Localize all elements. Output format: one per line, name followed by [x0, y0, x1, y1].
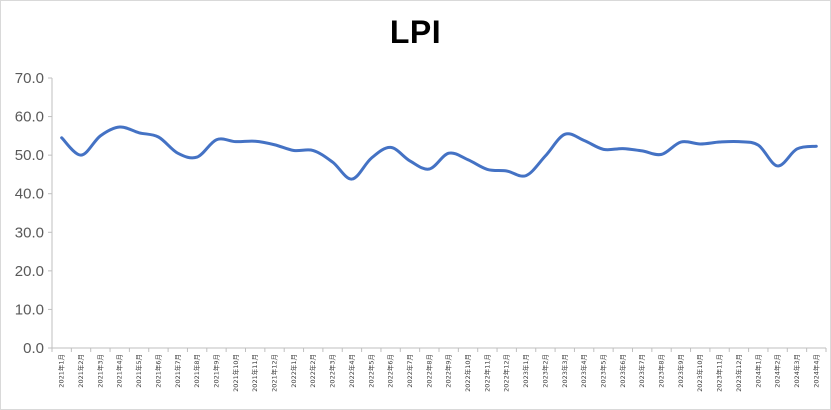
x-tick-label: 2021年3月 — [95, 354, 104, 388]
data-point — [370, 157, 373, 160]
x-tick-label: 2023年1月 — [521, 354, 530, 388]
x-tick-label: 2023年4月 — [579, 354, 588, 388]
x-tick-label: 2021年2月 — [76, 354, 85, 388]
data-point — [273, 143, 276, 146]
x-tick-label: 2023年2月 — [540, 354, 549, 388]
data-point — [447, 152, 450, 155]
data-point — [544, 154, 547, 157]
x-tick-label: 2023年6月 — [618, 354, 627, 388]
data-point — [234, 140, 237, 143]
data-point — [196, 156, 199, 159]
x-tick-label: 2022年10月 — [463, 354, 472, 392]
data-point — [776, 164, 779, 167]
data-point — [350, 178, 353, 181]
chart-title: LPI — [389, 14, 442, 50]
x-tick-label: 2023年7月 — [637, 354, 646, 388]
x-tick-label: 2022年9月 — [444, 354, 453, 388]
x-tick-label: 2023年10月 — [695, 354, 704, 392]
series-group — [60, 125, 818, 181]
x-tick-label: 2024年4月 — [811, 354, 820, 388]
x-tick-label: 2022年8月 — [424, 354, 433, 388]
x-tick-label: 2021年6月 — [153, 354, 162, 388]
x-tick-label: 2023年5月 — [598, 354, 607, 388]
data-point — [795, 147, 798, 150]
x-tick-label: 2022年11月 — [482, 354, 491, 392]
data-point — [621, 147, 624, 150]
x-tick-label: 2022年5月 — [366, 354, 375, 388]
data-point — [312, 149, 315, 152]
data-point — [718, 141, 721, 144]
data-point — [80, 154, 83, 157]
x-tick-label: 2023年8月 — [657, 354, 666, 388]
data-point — [176, 152, 179, 155]
y-tick-label: 30.0 — [15, 224, 44, 241]
data-point — [389, 146, 392, 149]
x-tick-label: 2023年9月 — [676, 354, 685, 388]
data-point — [602, 148, 605, 151]
data-point — [525, 174, 528, 177]
data-point — [679, 141, 682, 144]
x-tick-label: 2023年11月 — [715, 354, 724, 392]
data-point — [641, 149, 644, 152]
y-tick-label: 20.0 — [15, 263, 44, 280]
data-point — [254, 140, 257, 143]
y-tick-label: 70.0 — [15, 70, 44, 87]
x-tick-label: 2024年2月 — [773, 354, 782, 388]
x-tick-label: 2022年2月 — [308, 354, 317, 388]
data-point — [292, 149, 295, 152]
x-tick-label: 2024年1月 — [753, 354, 762, 388]
x-tick-label: 2021年8月 — [192, 354, 201, 388]
data-point — [757, 144, 760, 147]
x-tick-label: 2022年4月 — [347, 354, 356, 388]
x-tick-label: 2022年3月 — [328, 354, 337, 388]
data-point — [486, 168, 489, 171]
data-point — [60, 136, 63, 139]
x-tick-label: 2024年3月 — [792, 354, 801, 388]
x-tick-label: 2021年1月 — [57, 354, 66, 388]
data-point — [99, 134, 102, 137]
x-tick-label: 2021年9月 — [211, 354, 220, 388]
data-point — [583, 139, 586, 142]
series-line — [60, 125, 818, 181]
y-tick-label: 50.0 — [15, 147, 44, 164]
x-tick-label: 2022年12月 — [502, 354, 511, 392]
data-point — [660, 153, 663, 156]
data-point — [428, 168, 431, 171]
data-point — [699, 142, 702, 145]
data-point — [815, 145, 818, 148]
x-tick-label: 2023年3月 — [560, 354, 569, 388]
y-tick-label: 0.0 — [23, 340, 44, 357]
x-tick-label: 2021年10月 — [231, 354, 240, 392]
data-point — [118, 125, 121, 128]
data-point — [331, 161, 334, 164]
x-tick-label: 2022年6月 — [386, 354, 395, 388]
data-point — [505, 169, 508, 172]
x-axis: 2021年1月 2021年2月 2021年3月 2021年4月 2021年5月 2021年… — [51, 347, 827, 392]
x-tick-label: 2021年5月 — [134, 354, 143, 388]
y-tick-label: 40.0 — [15, 186, 44, 203]
data-point — [215, 138, 218, 141]
data-point — [408, 159, 411, 162]
data-point — [157, 136, 160, 139]
y-axis: 0.0 10.0 20.0 30.0 40.0 50.0 60.0 70.0 — [15, 70, 53, 357]
data-point — [138, 131, 141, 134]
y-tick-label: 60.0 — [15, 109, 44, 126]
data-point — [467, 158, 470, 161]
x-tick-label: 2021年12月 — [270, 354, 279, 392]
x-tick-label: 2023年12月 — [734, 354, 743, 392]
data-point — [563, 133, 566, 136]
x-tick-label: 2022年1月 — [289, 354, 298, 388]
x-tick-label: 2021年11月 — [250, 354, 259, 392]
x-tick-label: 2022年7月 — [405, 354, 414, 388]
x-tick-label: 2021年7月 — [173, 354, 182, 388]
y-tick-label: 10.0 — [15, 301, 44, 318]
x-tick-label: 2021年4月 — [115, 354, 124, 388]
data-point — [737, 140, 740, 143]
